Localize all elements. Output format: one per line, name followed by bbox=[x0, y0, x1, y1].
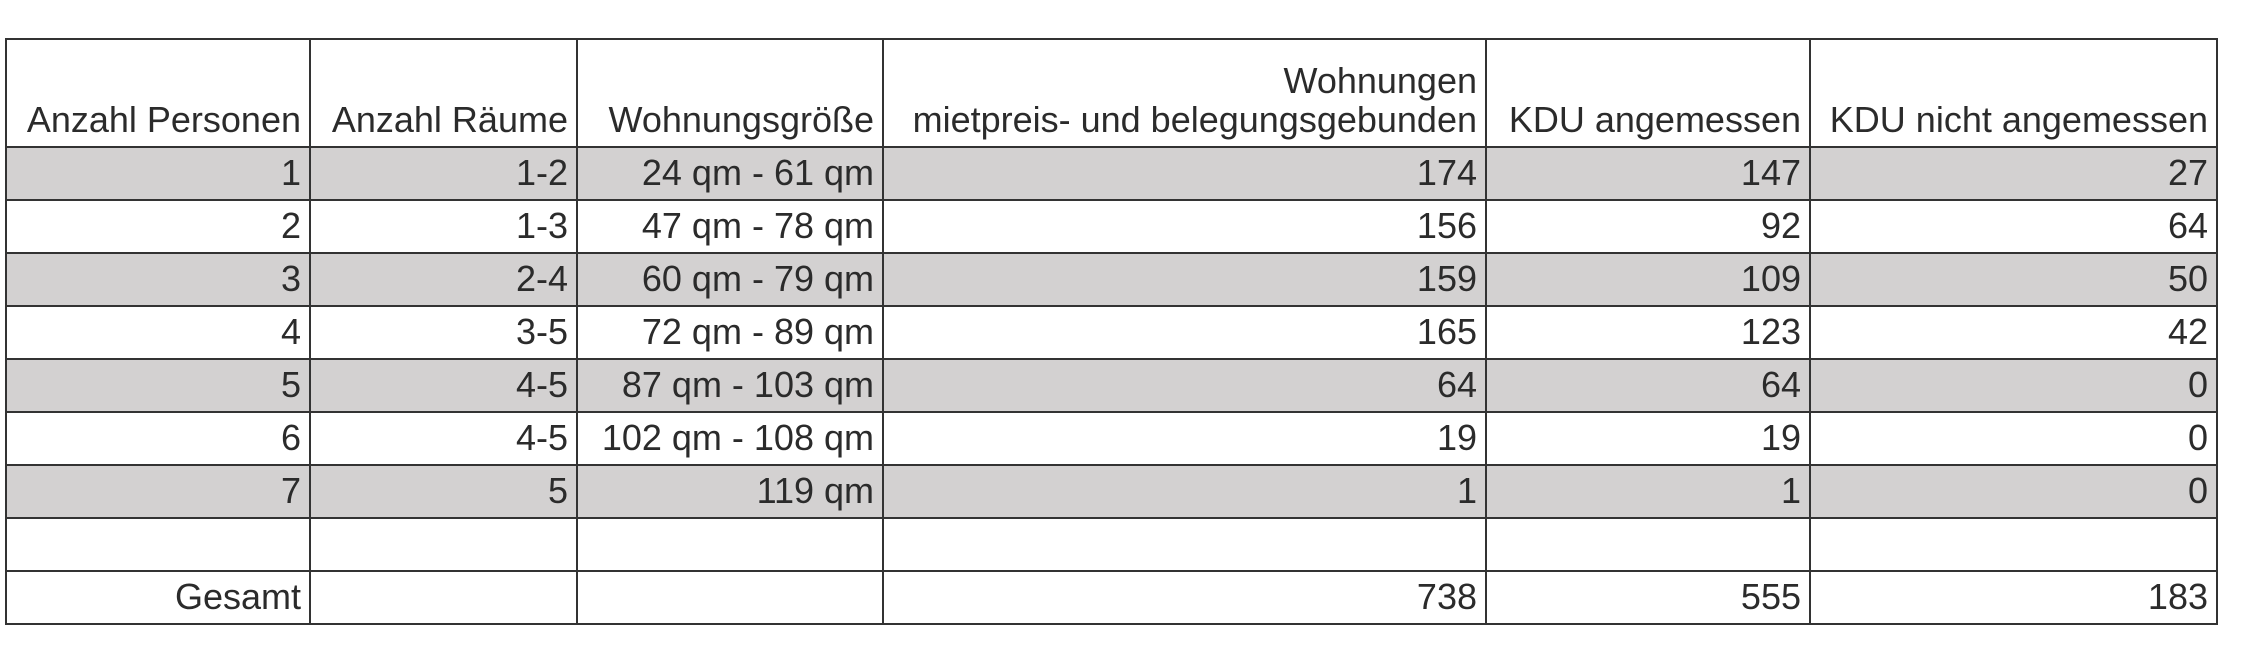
cell-wohnungen bbox=[882, 517, 1487, 572]
cell-wohnungen: 19 bbox=[882, 411, 1487, 466]
cell-kdu-angemessen: 1 bbox=[1485, 464, 1811, 519]
total-cell-kdu-angemessen: 555 bbox=[1485, 570, 1811, 625]
cell-anzahl-raeume: 1-3 bbox=[309, 199, 578, 254]
cell-anzahl-raeume: 2-4 bbox=[309, 252, 578, 307]
header-anzahl-raeume: Anzahl Räume bbox=[309, 38, 578, 148]
cell-wohnungsgroesse: 60 qm - 79 qm bbox=[576, 252, 884, 307]
cell-kdu-nicht-angemessen: 0 bbox=[1809, 411, 2218, 466]
cell-anzahl-personen: 4 bbox=[5, 305, 311, 360]
cell-kdu-angemessen: 92 bbox=[1485, 199, 1811, 254]
cell-anzahl-personen: 1 bbox=[5, 146, 311, 201]
cell-kdu-nicht-angemessen: 0 bbox=[1809, 464, 2218, 519]
header-kdu-angemessen: KDU angemessen bbox=[1485, 38, 1811, 148]
table-row: 4 3-5 72 qm - 89 qm 165 123 42 bbox=[5, 305, 2218, 360]
cell-anzahl-raeume: 3-5 bbox=[309, 305, 578, 360]
table-row: 1 1-2 24 qm - 61 qm 174 147 27 bbox=[5, 146, 2218, 201]
cell-wohnungsgroesse: 102 qm - 108 qm bbox=[576, 411, 884, 466]
cell-anzahl-raeume: 1-2 bbox=[309, 146, 578, 201]
cell-kdu-nicht-angemessen: 64 bbox=[1809, 199, 2218, 254]
cell-anzahl-raeume bbox=[309, 517, 578, 572]
cell-wohnungsgroesse: 72 qm - 89 qm bbox=[576, 305, 884, 360]
total-cell-wohnungen: 738 bbox=[882, 570, 1487, 625]
cell-wohnungen: 1 bbox=[882, 464, 1487, 519]
cell-kdu-nicht-angemessen: 50 bbox=[1809, 252, 2218, 307]
header-row: Anzahl Personen Anzahl Räume Wohnungsgrö… bbox=[5, 38, 2218, 148]
cell-wohnungen: 174 bbox=[882, 146, 1487, 201]
header-kdu-nicht-angemessen: KDU nicht angemessen bbox=[1809, 38, 2218, 148]
table-row: 5 4-5 87 qm - 103 qm 64 64 0 bbox=[5, 358, 2218, 413]
table-row: 7 5 119 qm 1 1 0 bbox=[5, 464, 2218, 519]
header-wohnungsgroesse: Wohnungsgröße bbox=[576, 38, 884, 148]
header-wohnungen: Wohnungen mietpreis- und belegungsgebund… bbox=[882, 38, 1487, 148]
table-row: 6 4-5 102 qm - 108 qm 19 19 0 bbox=[5, 411, 2218, 466]
header-wohnungen-line1: Wohnungen bbox=[1283, 59, 1478, 101]
cell-kdu-angemessen bbox=[1485, 517, 1811, 572]
cell-wohnungen: 156 bbox=[882, 199, 1487, 254]
cell-anzahl-personen: 3 bbox=[5, 252, 311, 307]
cell-anzahl-raeume: 4-5 bbox=[309, 411, 578, 466]
table-row: 2 1-3 47 qm - 78 qm 156 92 64 bbox=[5, 199, 2218, 254]
total-cell-wohnungsgroesse bbox=[576, 570, 884, 625]
cell-wohnungsgroesse: 47 qm - 78 qm bbox=[576, 199, 884, 254]
cell-kdu-angemessen: 147 bbox=[1485, 146, 1811, 201]
cell-kdu-angemessen: 109 bbox=[1485, 252, 1811, 307]
table-row: 3 2-4 60 qm - 79 qm 159 109 50 bbox=[5, 252, 2218, 307]
cell-wohnungen: 165 bbox=[882, 305, 1487, 360]
total-cell-anzahl-raeume bbox=[309, 570, 578, 625]
total-row: Gesamt 738 555 183 bbox=[5, 570, 2218, 625]
header-wohnungen-line2: mietpreis- und belegungsgebunden bbox=[912, 99, 1477, 141]
cell-kdu-nicht-angemessen: 42 bbox=[1809, 305, 2218, 360]
cell-anzahl-personen: 5 bbox=[5, 358, 311, 413]
cell-kdu-nicht-angemessen: 0 bbox=[1809, 358, 2218, 413]
cell-wohnungen: 64 bbox=[882, 358, 1487, 413]
cell-wohnungsgroesse: 87 qm - 103 qm bbox=[576, 358, 884, 413]
cell-kdu-nicht-angemessen: 27 bbox=[1809, 146, 2218, 201]
cell-wohnungsgroesse: 24 qm - 61 qm bbox=[576, 146, 884, 201]
cell-wohnungen: 159 bbox=[882, 252, 1487, 307]
cell-anzahl-personen: 6 bbox=[5, 411, 311, 466]
cell-anzahl-raeume: 4-5 bbox=[309, 358, 578, 413]
cell-anzahl-personen: 7 bbox=[5, 464, 311, 519]
housing-table: Anzahl Personen Anzahl Räume Wohnungsgrö… bbox=[5, 38, 2218, 625]
cell-kdu-angemessen: 123 bbox=[1485, 305, 1811, 360]
header-anzahl-personen: Anzahl Personen bbox=[5, 38, 311, 148]
cell-kdu-angemessen: 64 bbox=[1485, 358, 1811, 413]
total-cell-kdu-nicht-angemessen: 183 bbox=[1809, 570, 2218, 625]
table-row bbox=[5, 517, 2218, 572]
cell-kdu-angemessen: 19 bbox=[1485, 411, 1811, 466]
total-cell-anzahl-personen: Gesamt bbox=[5, 570, 311, 625]
cell-kdu-nicht-angemessen bbox=[1809, 517, 2218, 572]
cell-anzahl-personen: 2 bbox=[5, 199, 311, 254]
cell-wohnungsgroesse: 119 qm bbox=[576, 464, 884, 519]
cell-anzahl-personen bbox=[5, 517, 311, 572]
cell-anzahl-raeume: 5 bbox=[309, 464, 578, 519]
cell-wohnungsgroesse bbox=[576, 517, 884, 572]
